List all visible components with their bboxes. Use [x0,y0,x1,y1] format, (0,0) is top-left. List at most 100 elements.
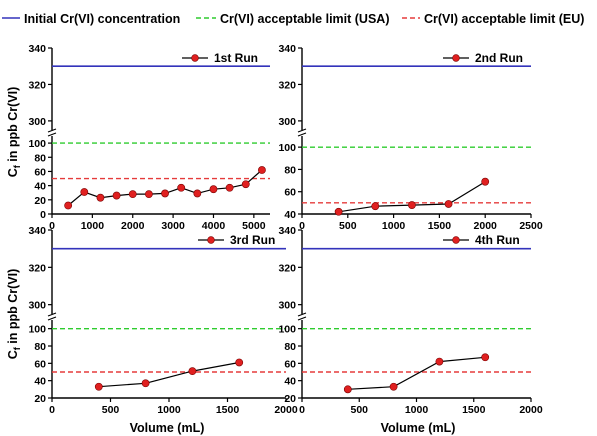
panel-4-y-tick-label: 40 [284,376,296,388]
panel-1-axis-break-mark [47,128,57,133]
panel-3-axis-break-mark [47,316,57,321]
panel-4-run-legend-label: 4th Run [475,233,520,247]
panel-1-y-tick-label: 320 [28,79,46,91]
legend-usa-label: Cr(VI) acceptable limit (USA) [220,12,389,26]
panel-1-y-tick-label: 300 [28,116,46,128]
panel-3-run-legend-marker [207,236,215,244]
panel-4-data-point [343,385,352,394]
panel-4-y-tick-label: 340 [278,225,296,237]
panel-2-data-point [408,201,416,209]
panel-1-y-tick-label: 40 [34,181,46,193]
panel-3-data-point [141,379,150,388]
panel-3-y-tick-label: 320 [28,262,46,274]
panel-2-axis-break-mark [297,128,307,133]
panel-2-y-tick-label: 80 [284,164,296,176]
panel-1-run-legend-marker [191,54,199,62]
panel-1-data-point [241,180,250,189]
panel-2-data-point [334,207,343,216]
legend-initial-label: Initial Cr(VI) concentration [24,12,180,26]
panel-1-y-tick-label: 0 [40,209,46,221]
panel-3-y-tick-label: 40 [34,376,46,388]
panel-2-run-legend-label: 2nd Run [475,51,523,65]
panel-3-y-tick-label: 100 [28,324,46,336]
panel-2-y-tick-label: 40 [284,209,296,221]
panel-3-x-tick-label: 500 [102,404,120,416]
panel-1-data-point [161,189,169,198]
panel-4-y-tick-label: 100 [278,324,296,336]
panel-2-x-tick-label: 1500 [428,220,452,232]
panel-2-x-tick-label: 2000 [474,220,498,232]
panel-1-y-tick-label: 60 [34,166,46,178]
panel-3-data-point [235,358,244,367]
panel-1-data-point [177,183,186,192]
x-axis-title-left: Volume (mL) [130,421,205,435]
panel-2-x-tick-label: 0 [299,220,305,232]
panel-1-data-point [128,190,137,199]
panel-2-run-legend-marker [452,54,460,62]
panel-4-y-tick-label: 80 [284,341,296,353]
panel-1-x-tick-label: 1000 [81,220,105,232]
panel-3-y-tick-label: 340 [28,225,46,237]
panel-3-data-point [188,367,197,376]
y-axis-title-top: Cf in ppb Cr(VI) [6,87,22,178]
panel-4-x-tick-label: 1500 [462,404,486,416]
panel-1-data-point [144,190,153,199]
panel-3-series-line [98,361,240,388]
legend: Initial Cr(VI) concentration Cr(VI) acce… [2,12,584,26]
panel-2-y-tick-label: 340 [278,43,296,55]
panel-4-series-line [347,356,486,390]
panel-2-x-tick-label: 2500 [519,220,543,232]
panel-1-data-point [64,201,73,210]
panel-1-data-point [112,191,121,200]
panel-2-data-point [371,202,380,211]
panel-3-x-tick-label: 1500 [216,404,240,416]
panel-3-run-legend-label: 3rd Run [230,233,275,247]
panel-4-x-tick-label: 2000 [519,404,543,416]
panel-2-data-point [481,177,490,186]
panel-4-x-tick-label: 1000 [405,404,429,416]
panel-2-y-tick-label: 300 [278,116,296,128]
panel-4-data-point [435,357,444,366]
panel-2-y-tick-label: 320 [278,79,296,91]
panel-1-x-tick-label: 4000 [202,220,226,232]
x-axis-title-right: Volume (mL) [381,421,456,435]
panel-3-x-tick-label: 0 [49,404,55,416]
panel-4-axis-break-mark [297,316,307,321]
panel-3-y-tick-label: 60 [34,358,46,370]
panel-1-data-point [80,188,89,196]
panel-1-y-tick-label: 100 [28,138,46,150]
panel-4-axis-break-mark [297,312,307,317]
panel-1-x-tick-label: 5000 [242,220,266,232]
panel-1-axis-break-mark [47,132,57,137]
panel-4-y-tick-label: 300 [278,300,296,312]
panel-2-axis-break-mark [297,132,307,137]
panel-1-data-point [96,193,105,202]
panel-1-data-point [258,166,266,174]
panel-1-run-legend-label: 1st Run [214,51,258,65]
panel-2-y-tick-label: 100 [278,142,296,154]
panel-3-axis-break-mark [47,312,57,317]
y-axis-title-bottom: Cf in ppb Cr(VI) [6,269,22,360]
panel-4-run-legend-marker [452,236,460,244]
panel-4-data-point [481,353,490,362]
panel-3-y-tick-label: 80 [34,341,46,353]
panel-1-x-tick-label: 3000 [161,220,185,232]
panel-4-x-tick-label: 500 [350,404,368,416]
panel-2-x-tick-label: 1000 [382,220,406,232]
panel-1-y-tick-label: 20 [34,195,46,207]
panel-4-y-tick-label: 60 [284,358,296,370]
panel-3-y-tick-label: 300 [28,300,46,312]
panel-3-y-tick-label: 20 [34,393,46,405]
panel-1-y-tick-label: 340 [28,43,46,55]
panel-4-y-tick-label: 320 [278,262,296,274]
legend-eu-label: Cr(VI) acceptable limit (EU) [424,12,584,26]
panel-1-x-tick-label: 2000 [121,220,145,232]
panel-4-data-point [389,382,398,391]
panel-2-y-tick-label: 60 [284,187,296,199]
